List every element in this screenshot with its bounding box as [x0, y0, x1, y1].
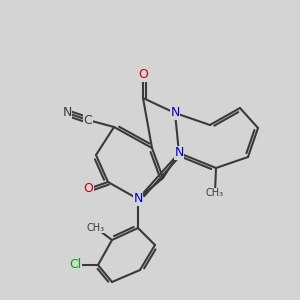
Text: O: O — [138, 68, 148, 82]
Text: CH₃: CH₃ — [87, 223, 105, 233]
Text: CH₃: CH₃ — [206, 188, 224, 198]
Text: N: N — [174, 146, 184, 160]
Text: C: C — [84, 113, 92, 127]
Text: N: N — [170, 106, 180, 119]
Text: N: N — [62, 106, 72, 119]
Text: O: O — [83, 182, 93, 196]
Text: Cl: Cl — [69, 259, 81, 272]
Text: N: N — [133, 193, 143, 206]
